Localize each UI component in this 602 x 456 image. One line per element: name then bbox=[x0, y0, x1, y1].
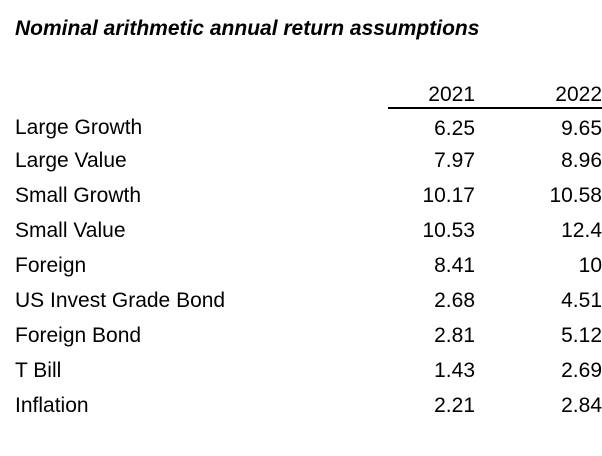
value-2022: 10.58 bbox=[549, 183, 602, 207]
row-label: Small Value bbox=[15, 218, 126, 242]
table-row: Inflation 2.21 2.84 bbox=[15, 388, 602, 423]
table-row: Large Growth 6.25 9.65 bbox=[15, 108, 602, 143]
table-row: Foreign Bond 2.81 5.12 bbox=[15, 318, 602, 353]
row-label: Small Growth bbox=[15, 183, 142, 207]
table-row: Foreign 8.41 10 bbox=[15, 248, 602, 283]
value-2021: 8.41 bbox=[434, 253, 475, 277]
value-2022: 4.51 bbox=[561, 288, 602, 312]
header-year-2021: 2021 bbox=[388, 78, 475, 109]
table-row: T Bill 1.43 2.69 bbox=[15, 353, 602, 388]
value-2021: 1.43 bbox=[434, 358, 475, 382]
value-2021: 2.21 bbox=[434, 393, 475, 417]
row-label: US Invest Grade Bond bbox=[15, 288, 226, 312]
value-2022: 10 bbox=[578, 253, 602, 277]
value-2022: 12.4 bbox=[561, 218, 602, 242]
row-label: Large Value bbox=[15, 148, 127, 172]
value-2021: 7.97 bbox=[434, 148, 475, 172]
value-2021: 2.68 bbox=[434, 288, 475, 312]
table-header: 2021 2022 bbox=[15, 78, 602, 109]
returns-table: 2021 2022 Large Growth 6.25 9.65 Large V… bbox=[15, 78, 602, 423]
value-2021: 10.17 bbox=[422, 183, 475, 207]
value-2022: 2.69 bbox=[561, 358, 602, 382]
value-2021: 2.81 bbox=[434, 323, 475, 347]
row-label: Foreign Bond bbox=[15, 323, 142, 347]
row-label: Large Growth bbox=[15, 116, 143, 139]
value-2022: 8.96 bbox=[561, 148, 602, 172]
table-row: Large Value 7.97 8.96 bbox=[15, 143, 602, 178]
header-year-2022: 2022 bbox=[475, 78, 602, 109]
row-label: Foreign bbox=[15, 253, 87, 277]
value-2021: 6.25 bbox=[434, 116, 475, 140]
table-row: US Invest Grade Bond 2.68 4.51 bbox=[15, 283, 602, 318]
table-body: Large Growth 6.25 9.65 Large Value 7.97 … bbox=[15, 108, 602, 423]
row-label: Inflation bbox=[15, 393, 89, 417]
table-row: Small Growth 10.17 10.58 bbox=[15, 178, 602, 213]
value-2022: 2.84 bbox=[561, 393, 602, 417]
row-label: T Bill bbox=[15, 358, 62, 382]
header-empty-cell bbox=[15, 78, 388, 108]
value-2022: 5.12 bbox=[561, 323, 602, 347]
header-row: 2021 2022 bbox=[15, 78, 602, 109]
value-2021: 10.53 bbox=[422, 218, 475, 242]
table-row: Small Value 10.53 12.4 bbox=[15, 213, 602, 248]
page-title: Nominal arithmetic annual return assumpt… bbox=[15, 17, 480, 40]
value-2022: 9.65 bbox=[561, 116, 602, 140]
